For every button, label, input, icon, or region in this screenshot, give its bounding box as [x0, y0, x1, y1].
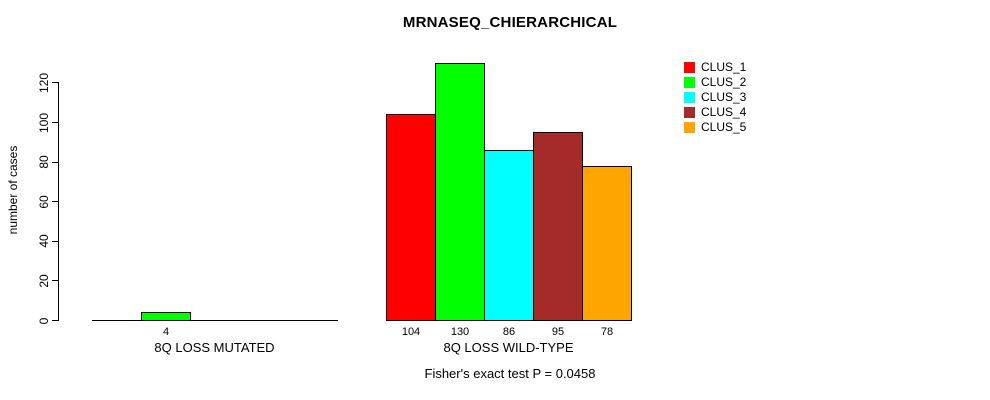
bar-CLUS_5 [582, 166, 632, 321]
y-tick [52, 122, 58, 123]
legend-label: CLUS_3 [701, 90, 747, 104]
legend-label: CLUS_4 [701, 105, 747, 119]
y-tick-label: 120 [37, 72, 51, 93]
group-baseline [92, 320, 338, 321]
y-tick [52, 82, 58, 84]
legend-item: CLUS_1 [684, 60, 746, 75]
bar-CLUS_1 [386, 114, 436, 321]
group-label: 8Q LOSS WILD-TYPE [443, 340, 574, 355]
legend-item: CLUS_2 [684, 75, 746, 90]
legend-label: CLUS_1 [701, 60, 747, 74]
bar-CLUS_2 [141, 312, 191, 321]
y-tick [52, 240, 58, 242]
bar-value-label: 130 [450, 326, 470, 338]
legend-swatch-CLUS_3 [684, 92, 695, 103]
chart-title: MRNASEQ_CHIERARCHICAL [402, 14, 618, 31]
y-tick-label: 0 [37, 317, 51, 324]
bar-CLUS_4 [533, 132, 583, 321]
y-axis-line [58, 82, 59, 321]
stat-annotation: Fisher's exact test P = 0.0458 [424, 366, 596, 381]
bar-value-label: 4 [162, 326, 170, 338]
legend-item: CLUS_5 [684, 120, 746, 135]
legend-label: CLUS_5 [701, 120, 747, 134]
y-axis-title: number of cases [6, 145, 20, 235]
bar-value-label: 95 [551, 326, 565, 338]
bar-CLUS_3 [484, 150, 534, 321]
y-tick [52, 320, 58, 321]
legend-swatch-CLUS_2 [684, 77, 695, 88]
legend: CLUS_1 CLUS_2 CLUS_3 CLUS_4 CLUS_5 [684, 60, 746, 135]
legend-swatch-CLUS_5 [684, 122, 695, 133]
group-label: 8Q LOSS MUTATED [154, 340, 275, 355]
y-tick-label: 100 [37, 112, 51, 133]
legend-item: CLUS_4 [684, 105, 746, 120]
bar-CLUS_2 [435, 63, 485, 321]
y-tick [52, 280, 58, 282]
bar-value-label: 78 [600, 326, 614, 338]
y-tick-label: 20 [37, 274, 51, 288]
bar-value-label: 104 [401, 326, 421, 338]
y-tick-label: 40 [37, 234, 51, 248]
legend-swatch-CLUS_1 [684, 62, 695, 73]
y-tick-label: 80 [37, 155, 51, 169]
legend-swatch-CLUS_4 [684, 107, 695, 118]
bar-value-label: 86 [502, 326, 516, 338]
y-tick [52, 161, 58, 163]
legend-item: CLUS_3 [684, 90, 746, 105]
y-tick [52, 201, 58, 203]
y-tick-label: 60 [37, 195, 51, 209]
legend-label: CLUS_2 [701, 75, 747, 89]
